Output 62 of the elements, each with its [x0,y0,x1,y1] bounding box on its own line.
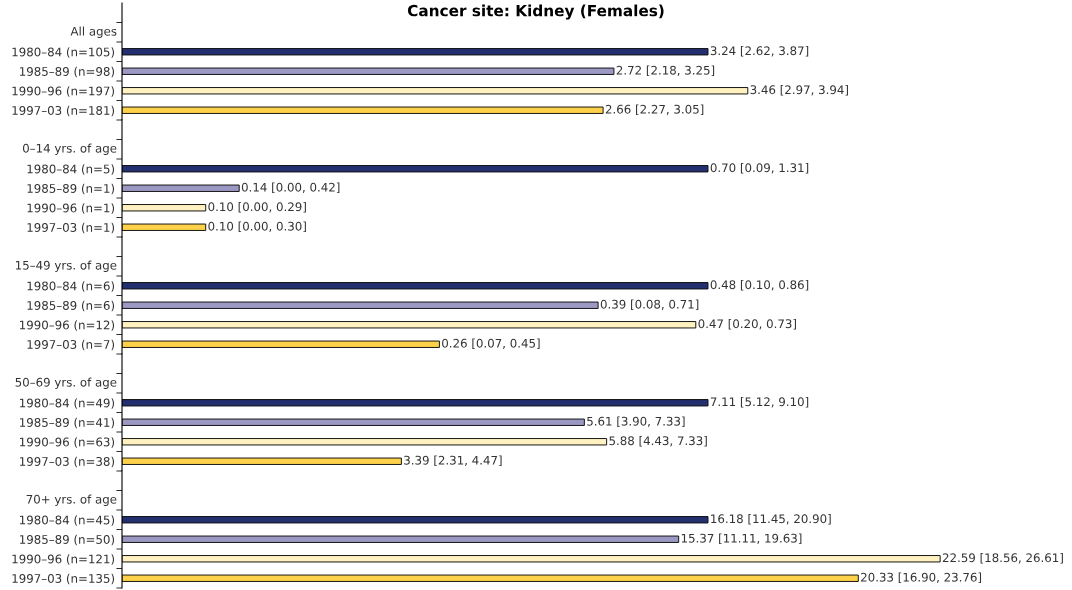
y-tick-label: 1985–89 (n=50) [20,534,115,546]
data-label: 0.10 [0.00, 0.29] [208,202,306,213]
y-tick-label: 1980–84 (n=45) [20,515,115,526]
y-tick-label: 1990–96 (n=197) [12,86,115,97]
y-tick-label: 1980–84 (n=6) [27,281,115,292]
y-tick-label: 1997–03 (n=1) [27,222,115,234]
bar [122,321,697,329]
data-label: 22.59 [18.56, 26.61] [942,553,1063,564]
y-tick-label: 1990–96 (n=1) [27,203,115,214]
y-tick-label: 1997–03 (n=135) [12,573,115,585]
y-tick-label: 1980–84 (n=5) [27,164,115,175]
bar [122,457,402,465]
data-label: 16.18 [11.45, 20.90] [711,514,831,525]
data-label: 3.39 [2.31, 4.47] [404,455,502,467]
data-label: 7.11 [5.12, 9.10] [710,397,809,408]
bar [122,418,585,426]
y-tick-label: 1990–96 (n=121) [12,554,115,565]
data-label: 2.66 [2.27, 3.05] [605,104,704,116]
bar [122,282,709,290]
data-label: 3.24 [2.62, 3.87] [710,46,809,57]
y-tick-label: 1997–03 (n=181) [12,105,115,117]
data-label: 0.70 [0.09, 1.31] [710,163,809,174]
bar [122,87,749,95]
bar [122,67,615,75]
y-tick-label: 1997–03 (n=38) [20,456,115,468]
bar [122,301,599,309]
y-tick-label: 1980–84 (n=49) [20,398,115,409]
data-label: 3.46 [2.97, 3.94] [750,85,848,96]
data-label: 0.26 [0.07, 0.45] [442,338,540,350]
chart-title: Cancer site: Kidney (Females) [407,4,664,20]
data-label: 0.14 [0.00, 0.42] [241,182,340,194]
y-tick-label: 1985–89 (n=6) [27,300,115,312]
data-label: 5.88 [4.43, 7.33] [609,436,707,447]
data-label: 5.61 [3.90, 7.33] [587,416,685,428]
y-tick-label: 1985–89 (n=1) [27,183,115,195]
y-tick-label: 1980–84 (n=105) [12,47,115,58]
data-label: 0.47 [0.20, 0.73] [698,319,796,330]
chart-subtitle: 0–14 yrs. of age [22,143,117,155]
bar [122,555,941,563]
chart-subtitle: 70+ yrs. of age [26,494,117,506]
data-label: 15.37 [11.11, 19.63] [681,533,802,545]
chart-subtitle: 50–69 yrs. of age [15,377,117,389]
bar [122,516,709,524]
bar [122,106,604,114]
y-tick-label: 1997–03 (n=7) [27,339,115,351]
chart-subtitle: All ages [70,26,117,38]
data-label: 0.39 [0.08, 0.71] [600,299,699,311]
chart-subtitle: 15–49 yrs. of age [15,260,117,272]
bar [122,535,680,543]
bar [122,574,859,582]
y-tick-label: 1985–89 (n=41) [20,417,115,429]
data-label: 2.72 [2.18, 3.25] [616,65,715,77]
bar [122,399,709,407]
data-label: 0.48 [0.10, 0.86] [710,280,809,291]
bar [122,340,440,348]
y-tick-label: 1985–89 (n=98) [20,66,115,78]
data-label: 20.33 [16.90, 23.76] [861,572,982,584]
data-label: 0.10 [0.00, 0.30] [208,221,306,233]
y-tick-label: 1990–96 (n=63) [20,437,115,448]
y-tick-label: 1990–96 (n=12) [20,320,115,331]
bar [122,48,709,56]
bar [122,438,608,446]
